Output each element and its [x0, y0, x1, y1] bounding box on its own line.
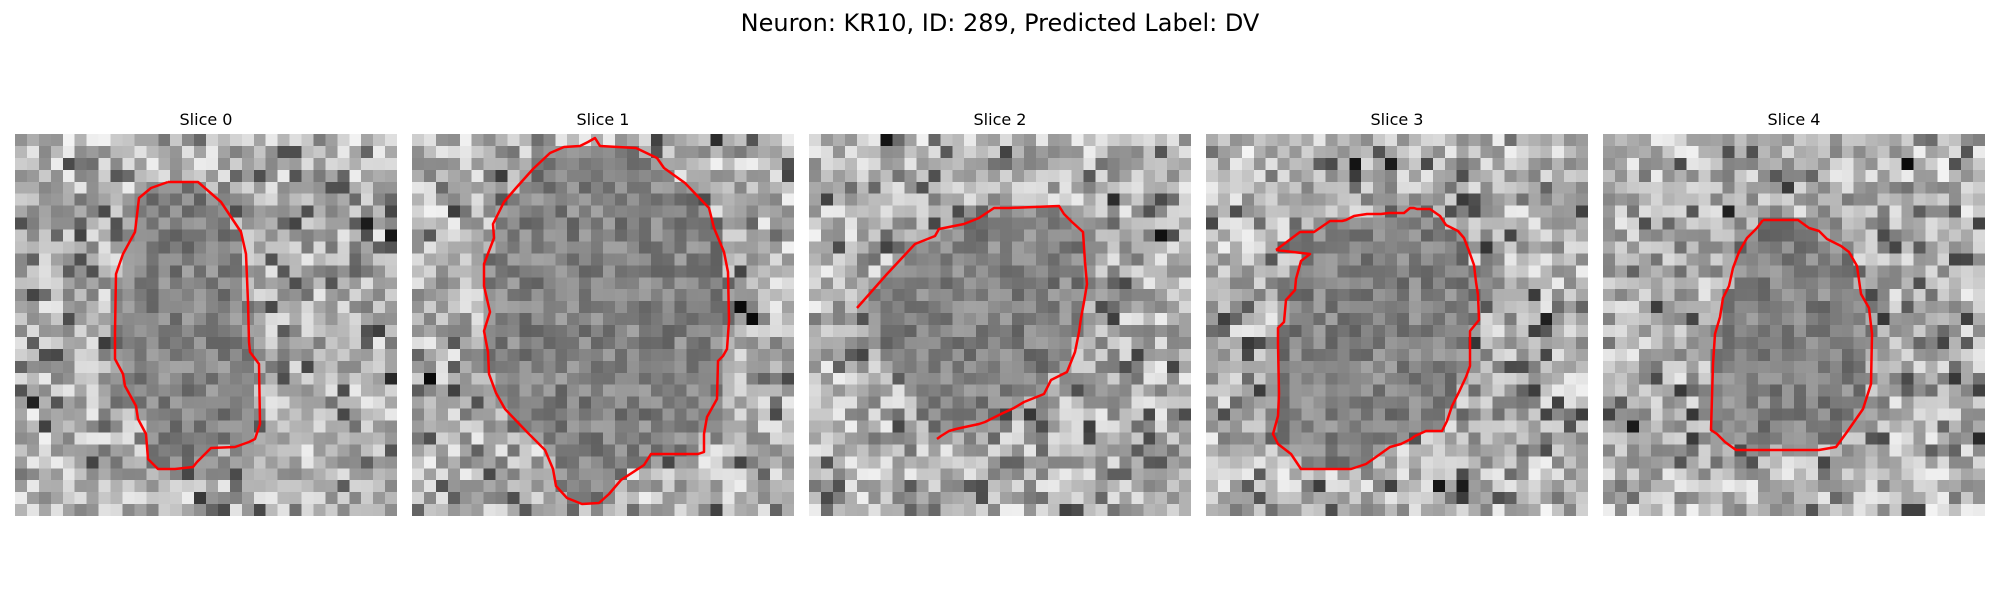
slice-image-3	[1206, 134, 1588, 516]
slice-image-4	[1603, 134, 1985, 516]
neuron-contour	[1271, 206, 1481, 471]
grayscale-pixel-grid	[1206, 134, 1588, 516]
figure-title: Neuron: KR10, ID: 289, Predicted Label: …	[740, 9, 1260, 37]
grayscale-pixel-grid	[1603, 134, 1985, 516]
slice-title-0: Slice 0	[179, 110, 233, 129]
grayscale-pixel-grid	[412, 134, 794, 516]
neuron-contour	[1709, 218, 1874, 452]
slice-image-1	[412, 134, 794, 516]
slice-title-2: Slice 2	[973, 110, 1027, 129]
neuron-contour	[482, 136, 731, 506]
grayscale-pixel-grid	[809, 134, 1191, 516]
slice-title-3: Slice 3	[1370, 110, 1424, 129]
slice-title-4: Slice 4	[1767, 110, 1821, 129]
neuron-contour	[856, 204, 1089, 440]
neuron-contour	[113, 180, 262, 471]
slice-image-2	[809, 134, 1191, 516]
slice-title-1: Slice 1	[576, 110, 630, 129]
grayscale-pixel-grid	[15, 134, 397, 516]
slice-image-0	[15, 134, 397, 516]
